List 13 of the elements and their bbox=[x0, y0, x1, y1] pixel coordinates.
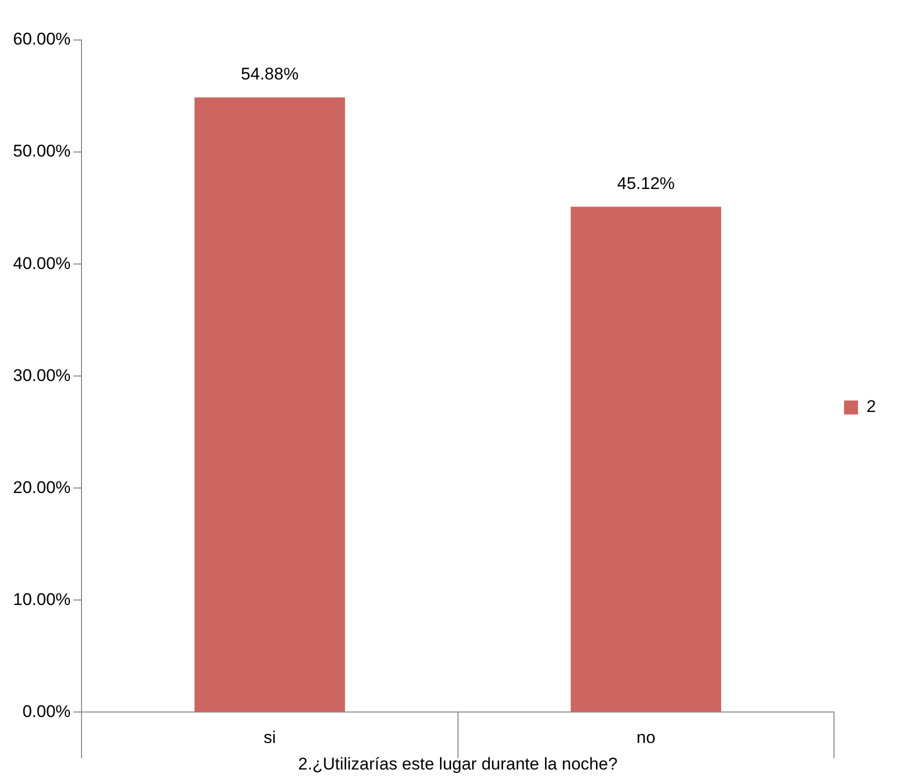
y-tick-label: 10.00% bbox=[12, 590, 71, 609]
y-tick-label: 60.00% bbox=[12, 30, 71, 49]
legend-label: 2 bbox=[866, 397, 876, 416]
y-tick-label: 50.00% bbox=[12, 142, 71, 161]
y-tick-label: 30.00% bbox=[12, 366, 71, 385]
y-tick-label: 40.00% bbox=[12, 254, 71, 273]
data-label: 54.88% bbox=[240, 64, 299, 84]
y-tick-label: 0.00% bbox=[22, 702, 71, 721]
x-axis-title: 2.¿Utilizarías este lugar durante la noche? bbox=[298, 754, 618, 774]
x-tick-label: no bbox=[636, 728, 656, 748]
data-label: 45.12% bbox=[617, 174, 675, 193]
y-tick-label: 20.00% bbox=[12, 478, 71, 497]
x-tick-label: si bbox=[264, 728, 276, 748]
